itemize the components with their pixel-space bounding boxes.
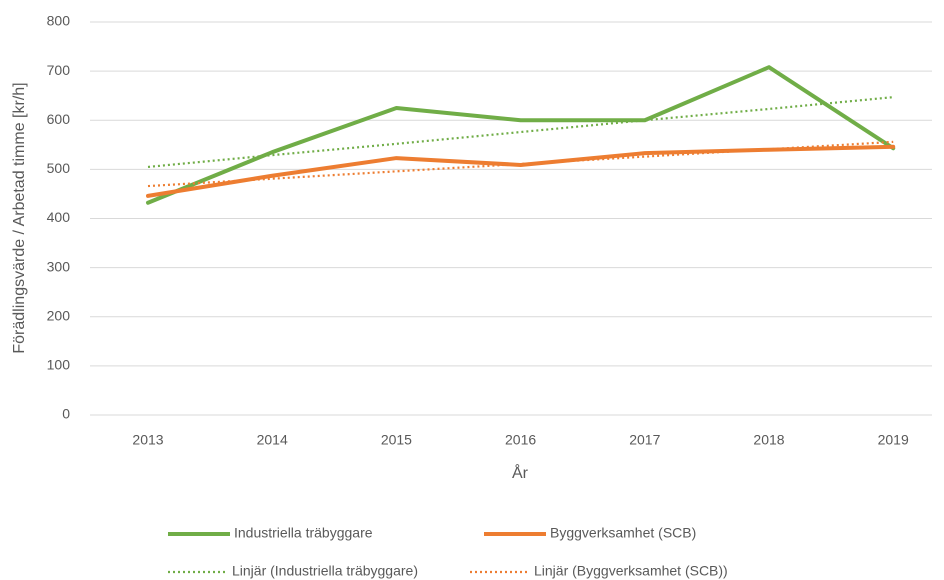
x-tick-label: 2018 <box>753 432 784 448</box>
y-tick-label: 700 <box>47 62 71 78</box>
y-axis-label: Förädlingsvärde / Arbetad timme [kr/h] <box>11 82 28 353</box>
y-tick-label: 300 <box>47 258 71 274</box>
legend-label: Industriella träbyggare <box>234 525 373 541</box>
series-line <box>146 144 896 198</box>
legend-label: Linjär (Byggverksamhet (SCB)) <box>534 563 728 579</box>
x-tick-label: 2014 <box>257 432 288 448</box>
y-tick-label: 200 <box>47 307 71 323</box>
y-tick-label: 100 <box>47 357 71 373</box>
x-tick-label: 2016 <box>505 432 536 448</box>
x-tick-label: 2019 <box>878 432 909 448</box>
y-tick-label: 400 <box>47 209 71 225</box>
x-axis-label: År <box>512 463 529 482</box>
legend-label: Byggverksamhet (SCB) <box>550 525 696 541</box>
x-tick-label: 2017 <box>629 432 660 448</box>
legend-label: Linjär (Industriella träbyggare) <box>232 563 418 579</box>
series-line <box>146 65 896 205</box>
y-tick-label: 800 <box>47 13 71 29</box>
x-tick-label: 2013 <box>132 432 163 448</box>
y-tick-label: 600 <box>47 111 71 127</box>
y-tick-label: 500 <box>47 160 71 176</box>
y-tick-label: 0 <box>62 406 70 422</box>
x-tick-label: 2015 <box>381 432 412 448</box>
